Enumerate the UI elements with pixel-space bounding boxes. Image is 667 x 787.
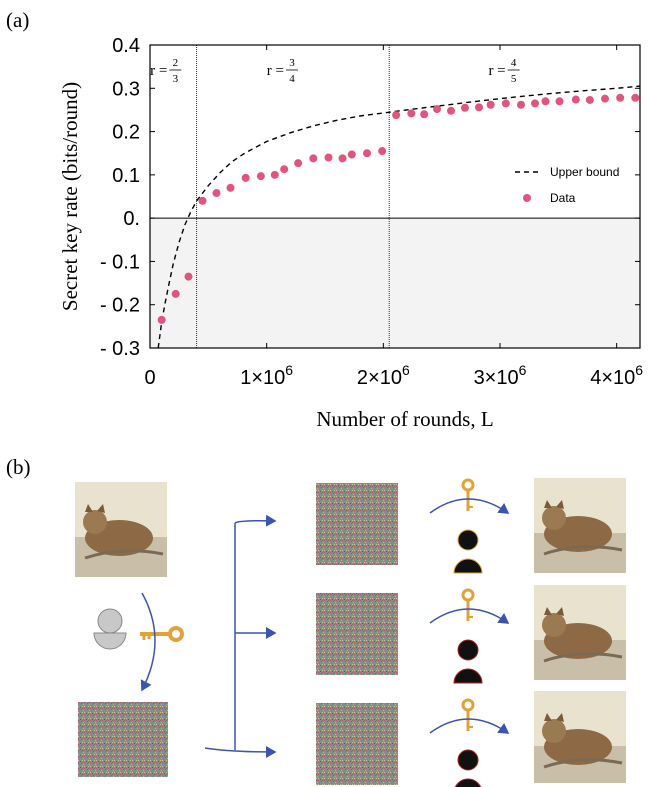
region-label-denominator: 3 bbox=[173, 73, 179, 85]
y-tick-label: 0.3 bbox=[112, 78, 140, 100]
data-point bbox=[501, 99, 510, 108]
data-point bbox=[270, 170, 279, 179]
x-axis-title: Number of rounds, L bbox=[316, 407, 493, 431]
cat-image bbox=[534, 478, 626, 573]
data-point bbox=[256, 172, 265, 181]
panel-label-b: (b) bbox=[6, 455, 31, 479]
receiver-2 bbox=[429, 588, 510, 684]
data-point bbox=[475, 103, 483, 112]
data-point bbox=[171, 289, 180, 298]
region-label: r = bbox=[267, 63, 284, 79]
panel-label-a: (a) bbox=[6, 8, 30, 32]
data-point bbox=[184, 272, 193, 281]
data-point bbox=[555, 97, 564, 106]
y-tick-label: 0.1 bbox=[112, 165, 140, 187]
data-point bbox=[324, 153, 333, 162]
x-tick-label: 3×106 bbox=[474, 362, 527, 389]
data-point bbox=[420, 110, 429, 119]
x-tick-label: 4×106 bbox=[590, 362, 643, 389]
person-icon bbox=[453, 529, 483, 574]
cat-image bbox=[534, 691, 626, 783]
x-tick-label: 0 bbox=[144, 367, 155, 389]
data-point bbox=[338, 154, 347, 163]
data-point bbox=[226, 183, 235, 192]
data-point bbox=[447, 106, 455, 115]
y-tick-label: 0. bbox=[123, 208, 140, 230]
data-point bbox=[433, 105, 441, 114]
key-icon bbox=[461, 698, 475, 731]
data-point bbox=[571, 95, 580, 104]
data-point bbox=[601, 94, 609, 103]
legend-label-upper-bound: Upper bound bbox=[550, 165, 619, 179]
branch-arrow-in bbox=[204, 745, 277, 758]
data-point bbox=[461, 103, 469, 112]
decrypt-arrow bbox=[429, 608, 510, 624]
receiver-1 bbox=[429, 478, 510, 574]
y-tick-label: - 0.1 bbox=[100, 251, 140, 273]
data-point bbox=[531, 99, 539, 108]
data-point bbox=[392, 111, 401, 120]
branch-arrow-top bbox=[234, 514, 277, 527]
region-label-numerator: 4 bbox=[511, 57, 517, 69]
chart-a: 0.4 0.3 0.2 0.1 0. - 0.1 - 0.2 - 0.30 1×106 2×106… bbox=[58, 35, 643, 431]
data-point bbox=[241, 173, 250, 182]
legend-swatch-data bbox=[523, 194, 531, 202]
key-icon bbox=[461, 588, 475, 621]
key-icon bbox=[140, 626, 184, 642]
cat-image bbox=[75, 482, 167, 577]
person-icon bbox=[453, 639, 483, 684]
x-tick-label: 2×106 bbox=[357, 362, 410, 389]
data-point bbox=[363, 149, 371, 158]
x-tick-label: 1×106 bbox=[240, 362, 293, 389]
y-tick-label: 0.2 bbox=[112, 122, 140, 144]
data-point bbox=[309, 154, 318, 163]
region-label-denominator: 4 bbox=[289, 73, 295, 85]
data-point bbox=[378, 147, 387, 156]
decrypt-arrow bbox=[429, 498, 510, 514]
negative-region bbox=[150, 218, 640, 348]
y-tick-label: 0.4 bbox=[112, 35, 140, 57]
data-point bbox=[212, 189, 221, 198]
data-point bbox=[486, 100, 495, 109]
y-tick-label: - 0.2 bbox=[100, 295, 140, 317]
data-point bbox=[157, 315, 166, 324]
plot-frame bbox=[149, 44, 641, 349]
region-label: r = bbox=[150, 63, 167, 79]
cat-image bbox=[534, 585, 626, 680]
region-label-numerator: 2 bbox=[173, 57, 179, 69]
noise-image bbox=[316, 703, 398, 785]
region-label: r = bbox=[488, 63, 505, 79]
key-icon bbox=[461, 478, 475, 511]
data-point bbox=[347, 150, 356, 159]
receiver-3 bbox=[429, 698, 510, 787]
data-point bbox=[585, 95, 594, 104]
noise-image bbox=[316, 483, 398, 565]
data-point bbox=[616, 93, 625, 102]
decrypt-arrow bbox=[429, 718, 510, 734]
noise-image bbox=[316, 593, 398, 675]
region-label-numerator: 3 bbox=[289, 57, 295, 69]
upper-bound-line bbox=[157, 85, 641, 349]
encrypt-arrow bbox=[140, 592, 156, 692]
y-tick-label: - 0.3 bbox=[100, 338, 140, 360]
data-point bbox=[407, 109, 416, 118]
legend-label-data: Data bbox=[550, 191, 576, 205]
data-point bbox=[631, 93, 640, 102]
data-point bbox=[198, 196, 207, 205]
data-point bbox=[280, 165, 289, 174]
person-icon bbox=[454, 749, 482, 787]
data-point bbox=[294, 159, 303, 168]
noise-image bbox=[78, 702, 168, 777]
illustration-b bbox=[75, 478, 626, 787]
y-axis-title: Secret key rate (bits/round) bbox=[58, 82, 82, 311]
data-point bbox=[541, 97, 550, 106]
person-icon bbox=[93, 608, 127, 650]
data-point bbox=[517, 100, 525, 109]
region-label-denominator: 5 bbox=[511, 73, 517, 85]
